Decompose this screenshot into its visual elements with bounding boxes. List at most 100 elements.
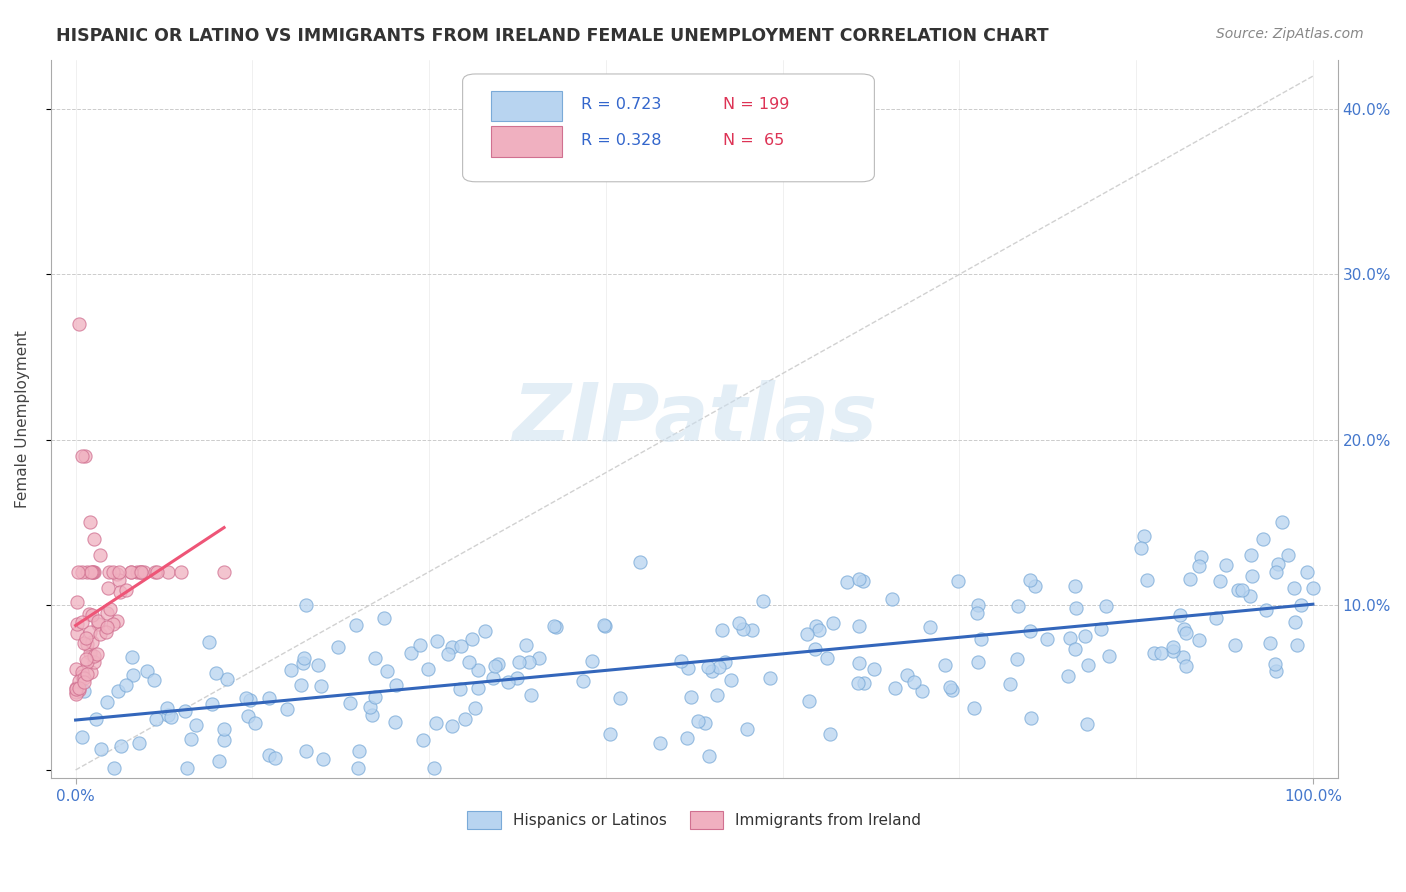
Point — [347, 744, 370, 758]
Point — [110, 584, 132, 599]
Point — [208, 755, 231, 769]
Point — [697, 748, 720, 763]
Point — [896, 668, 918, 682]
Point — [80, 635, 103, 649]
Point — [359, 699, 381, 714]
Y-axis label: Female Unemployment: Female Unemployment — [15, 330, 30, 508]
Point — [65, 681, 87, 696]
Point — [1000, 677, 1022, 691]
Point — [105, 566, 128, 581]
Point — [464, 700, 486, 714]
Point — [361, 707, 384, 722]
Point — [934, 658, 956, 673]
Point — [700, 664, 723, 678]
Point — [212, 565, 235, 579]
Point — [1232, 583, 1254, 598]
Point — [66, 625, 89, 640]
Point — [1036, 632, 1059, 646]
Point — [693, 715, 716, 730]
Point — [156, 700, 179, 714]
Point — [1188, 559, 1211, 574]
Point — [1271, 515, 1294, 529]
Point — [98, 602, 121, 616]
Point — [101, 616, 124, 631]
Point — [79, 646, 101, 660]
Point — [1171, 649, 1194, 664]
Point — [1143, 646, 1166, 660]
Point — [735, 722, 758, 736]
Point — [276, 702, 298, 716]
Point — [1077, 657, 1099, 672]
Point — [346, 761, 368, 775]
Point — [120, 565, 142, 579]
Text: ZIPatlas: ZIPatlas — [512, 380, 877, 458]
Point — [1189, 550, 1212, 565]
Point — [129, 565, 152, 579]
Point — [243, 715, 266, 730]
Point — [449, 681, 471, 696]
Point — [1256, 603, 1278, 617]
Point — [264, 751, 287, 765]
Point — [170, 565, 193, 579]
Point — [145, 712, 167, 726]
Point — [87, 614, 110, 628]
Point — [508, 655, 530, 669]
Point — [156, 565, 179, 579]
Point — [373, 611, 395, 625]
Text: R = 0.328: R = 0.328 — [581, 133, 661, 147]
Point — [581, 654, 603, 668]
Point — [79, 515, 101, 529]
Point — [129, 565, 152, 579]
Point — [79, 624, 101, 639]
Point — [238, 709, 260, 723]
Point — [848, 572, 870, 586]
Point — [212, 733, 235, 747]
Point — [66, 616, 89, 631]
Point — [423, 761, 446, 775]
Point — [848, 656, 870, 670]
Point — [967, 598, 990, 612]
Point — [759, 671, 782, 685]
Point — [72, 615, 94, 630]
Bar — [491, 90, 561, 120]
Point — [125, 565, 148, 579]
Point — [212, 722, 235, 736]
Point — [1174, 659, 1197, 673]
Point — [82, 565, 104, 579]
Point — [295, 598, 318, 612]
Point — [863, 662, 886, 676]
Point — [835, 575, 858, 590]
Point — [67, 681, 90, 696]
Point — [527, 650, 550, 665]
Point — [1073, 629, 1095, 643]
Point — [727, 616, 749, 631]
Point — [796, 627, 818, 641]
Point — [461, 632, 484, 646]
Point — [1064, 579, 1087, 593]
Point — [84, 712, 107, 726]
Point — [1240, 548, 1263, 562]
Point — [364, 690, 387, 704]
Point — [79, 565, 101, 579]
Point — [412, 733, 434, 747]
Point — [121, 649, 143, 664]
Point — [115, 677, 138, 691]
Point — [450, 639, 472, 653]
Point — [89, 627, 111, 641]
Point — [1277, 548, 1299, 562]
Point — [96, 607, 118, 621]
Point — [257, 748, 280, 763]
Point — [239, 692, 262, 706]
Point — [1260, 636, 1282, 650]
Point — [675, 731, 697, 745]
Point — [67, 317, 90, 331]
Point — [65, 681, 87, 696]
Point — [1295, 565, 1317, 579]
Point — [1163, 644, 1185, 658]
Point — [1018, 573, 1040, 587]
Point — [1187, 633, 1209, 648]
Point — [1215, 558, 1237, 572]
Point — [946, 574, 969, 588]
Point — [714, 656, 737, 670]
Point — [593, 618, 616, 632]
